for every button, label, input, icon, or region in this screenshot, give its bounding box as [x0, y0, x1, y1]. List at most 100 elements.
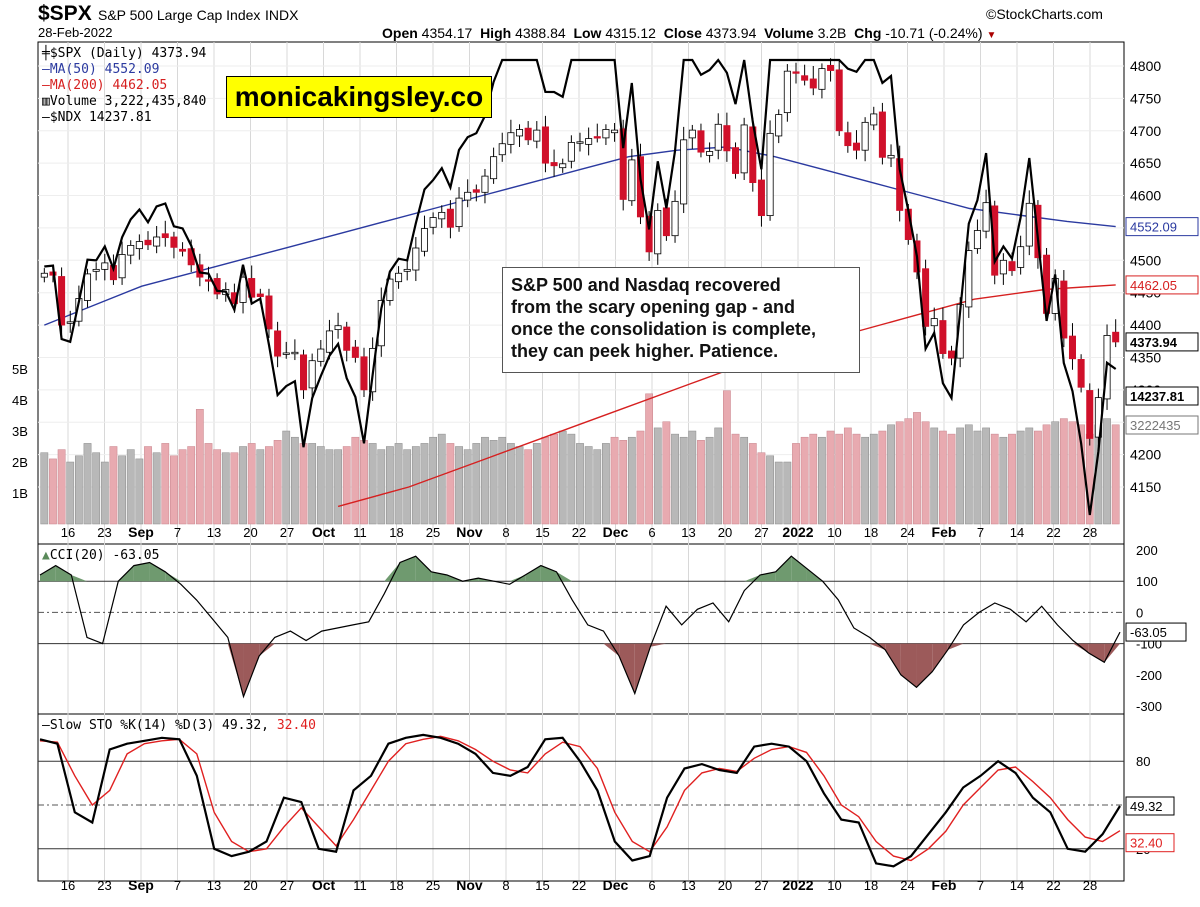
candle-down — [1112, 331, 1120, 343]
volume-bar — [809, 433, 818, 525]
volume-bar — [887, 424, 895, 525]
volume-bar — [144, 446, 152, 525]
candle-up — [308, 360, 316, 389]
volume-bar — [299, 443, 308, 525]
candle-down — [792, 71, 800, 74]
cci-tick-label: -200 — [1136, 668, 1162, 683]
x-tick-label: 25 — [426, 525, 440, 540]
volume-bar — [1008, 433, 1016, 525]
x-tick-label: Feb — [932, 524, 957, 540]
legend-volume: ▥Volume 3,222,435,840 — [42, 94, 206, 110]
cci-last-box — [1125, 622, 1187, 642]
low-value: 4315.12 — [605, 25, 656, 41]
x-tick-label: 13 — [681, 525, 695, 540]
x-tick-label: 27 — [754, 525, 768, 540]
candle-up — [766, 132, 774, 217]
x-tick-label: 18 — [864, 878, 878, 893]
legend-volume-text: Volume 3,222,435,840 — [49, 94, 207, 109]
chart-name: S&P 500 Large Cap Index — [98, 7, 261, 23]
volume-bar — [40, 452, 49, 525]
volume-bar — [100, 461, 109, 525]
volume-bar — [818, 436, 826, 525]
cci-oversold-area — [885, 643, 901, 675]
sto-k-box — [1125, 796, 1175, 816]
volume-bar — [126, 449, 135, 525]
volume-bar — [386, 446, 394, 525]
candle-up — [455, 197, 463, 228]
cci-overbought-area — [775, 556, 792, 582]
candle-down — [1008, 261, 1016, 272]
legend-ma50-text: MA(50) 4552.09 — [49, 62, 160, 77]
volume-bar — [671, 433, 679, 525]
volume-bar — [895, 421, 904, 525]
cci-oversold-area — [259, 643, 275, 657]
sto-d-box — [1125, 833, 1175, 853]
volume-bar — [990, 433, 999, 525]
candle-up — [481, 175, 489, 193]
cci-line — [39, 555, 1121, 699]
candle-up — [239, 276, 247, 303]
volume-bar — [610, 436, 619, 525]
volume-bar — [265, 446, 273, 525]
candle-up — [490, 156, 498, 180]
volume-bar — [576, 443, 584, 525]
cci-tick-label: -300 — [1136, 699, 1162, 714]
line-icon: — — [42, 110, 50, 125]
candle-up — [628, 159, 636, 202]
cci-oversold-area — [243, 643, 260, 697]
candle-up — [334, 325, 342, 331]
volume-bar — [135, 458, 144, 525]
cci-oversold-area — [650, 643, 667, 647]
legend-ma50: —MA(50) 4552.09 — [42, 62, 206, 78]
volume-bar — [705, 436, 714, 525]
candle-up — [706, 151, 714, 156]
x-tick-label: 6 — [648, 525, 655, 540]
volume-bar — [291, 436, 299, 525]
close-last-label-box — [1125, 332, 1199, 352]
volume-bar — [878, 430, 887, 525]
x-tick-label: 14 — [1010, 878, 1024, 893]
cci-title: ▲CCI(20) -63.05 — [42, 548, 159, 563]
high-value: 4388.84 — [515, 25, 566, 41]
candle-down — [991, 205, 999, 276]
x-tick-label: 16 — [61, 878, 75, 893]
volume-bar — [748, 443, 757, 525]
volume-bar — [429, 436, 437, 525]
candle-up — [861, 121, 869, 151]
x-tick-label: 2022 — [782, 877, 813, 893]
candle-up — [317, 348, 325, 362]
volume-bar — [1059, 418, 1068, 525]
volume-bar — [843, 427, 852, 525]
volume-bar — [92, 452, 101, 525]
volume-bar — [489, 440, 498, 525]
x-tick-label: 15 — [535, 878, 549, 893]
volume-bar — [913, 412, 921, 525]
volume-bar — [273, 440, 282, 525]
annotation-line: they can peek higher. Patience. — [511, 341, 779, 361]
cci-oversold-area — [932, 643, 948, 672]
volume-bar — [49, 458, 57, 525]
candle-down — [636, 156, 644, 218]
candle-up — [930, 318, 938, 327]
candle-down — [593, 136, 601, 139]
candle-up — [386, 278, 394, 301]
candle-up — [403, 268, 411, 272]
candle-up — [429, 217, 437, 228]
x-tick-label: 10 — [827, 878, 841, 893]
open-label: Open — [382, 25, 418, 41]
sto-title: —Slow STO %K(14) %D(3) 49.32, 32.40 — [42, 718, 316, 733]
volume-bar — [999, 436, 1008, 525]
candle-down — [274, 330, 282, 357]
volume-bar — [757, 452, 766, 525]
volume-bar — [1025, 427, 1034, 525]
ohlc-line: Open 4354.17 High 4388.84 Low 4315.12 Cl… — [382, 25, 996, 41]
volume-tick-label: 4B — [12, 393, 28, 408]
annotation-line: from the scary opening gap - and — [511, 297, 796, 317]
candle-down — [948, 350, 956, 359]
candle-up — [775, 114, 783, 137]
candle-up — [965, 250, 973, 308]
x-tick-label: 18 — [864, 525, 878, 540]
volume-bar — [316, 446, 325, 525]
x-tick-label: 24 — [900, 525, 914, 540]
